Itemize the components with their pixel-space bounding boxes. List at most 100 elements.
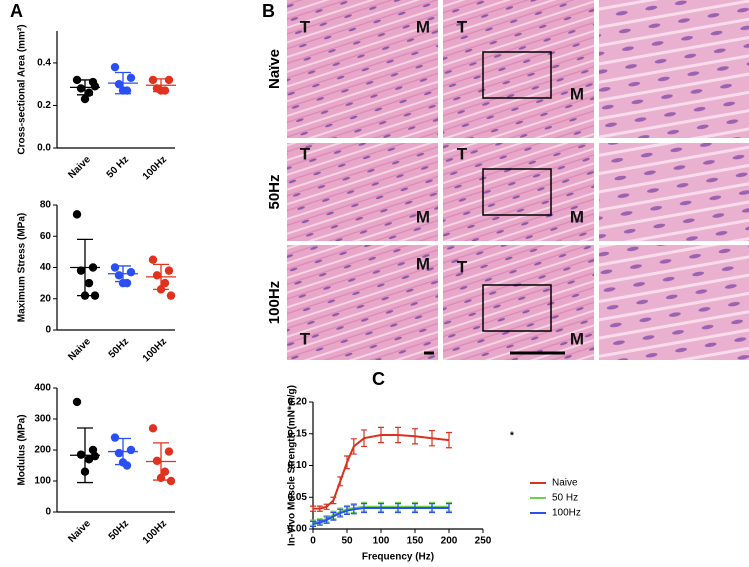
legend-label: 100Hz — [552, 508, 581, 519]
panel-label: B — [262, 1, 275, 21]
y-tick-label: 0.15 — [288, 428, 308, 439]
tissue-marker: T — [457, 257, 468, 276]
error-bar — [378, 426, 384, 444]
tissue-marker: T — [300, 17, 311, 36]
error-bar — [446, 503, 452, 514]
error-bar — [412, 503, 418, 514]
error-bar — [350, 438, 357, 455]
error-bar — [344, 455, 350, 470]
row-label: Naïve — [266, 49, 283, 89]
tissue-marker: M — [416, 254, 430, 273]
error-bar — [395, 426, 401, 444]
data-point — [80, 94, 90, 104]
x-tick-label: 50Hz — [107, 518, 131, 542]
panel-label: A — [10, 1, 23, 21]
x-tick-label: Naive — [66, 336, 93, 363]
y-tick-label: 0 — [45, 325, 51, 336]
x-tick-label: 50Hz — [107, 336, 131, 360]
data-point — [126, 267, 136, 277]
x-tick-label: 200 — [441, 536, 458, 547]
data-point — [76, 450, 86, 459]
error-bar — [330, 511, 337, 521]
data-point — [156, 86, 166, 95]
row-label: 50Hz — [266, 174, 283, 209]
y-axis-label: Cross-sectional Area (mm²) — [17, 24, 28, 154]
error-bar — [337, 476, 344, 487]
error-bar — [429, 503, 435, 514]
data-point — [90, 82, 100, 91]
data-point — [80, 291, 90, 300]
data-point — [76, 84, 86, 93]
data-point — [126, 73, 136, 83]
error-bar — [323, 503, 330, 510]
y-tick-label: 0.4 — [37, 58, 51, 69]
image — [287, 245, 438, 360]
data-point — [110, 433, 120, 442]
legend-label: Naive — [552, 478, 578, 489]
tissue-marker: M — [416, 207, 430, 226]
tissue-marker: T — [457, 144, 468, 163]
tissue-marker: T — [300, 329, 311, 348]
error-bar — [378, 503, 384, 514]
x-tick-label: 50 Hz — [105, 154, 131, 180]
error-bar — [310, 505, 316, 512]
y-tick-label: 0.10 — [288, 460, 308, 471]
error-bar — [316, 505, 323, 512]
y-tick-label: 60 — [40, 231, 52, 242]
data-point — [84, 88, 94, 97]
legend-label: 50 Hz — [552, 493, 578, 504]
data-point — [152, 271, 162, 280]
data-point — [90, 291, 100, 300]
error-bar — [310, 520, 316, 528]
y-axis-label: Maximum Stress (MPa) — [17, 213, 28, 322]
error-bar — [344, 506, 350, 515]
zoom-box — [482, 168, 552, 216]
x-tick-label: 50 — [341, 536, 353, 547]
error-bar — [412, 428, 418, 445]
error-bar — [323, 516, 330, 524]
error-bar — [330, 496, 337, 505]
y-tick-label: 200 — [34, 445, 51, 456]
x-tick-label: 100Hz — [141, 518, 169, 546]
data-point — [114, 79, 124, 89]
y-tick-label: 0.2 — [37, 100, 51, 111]
image — [443, 143, 594, 241]
tissue-marker: M — [570, 84, 584, 103]
error-bar — [350, 504, 357, 515]
data-point — [164, 266, 174, 275]
image — [599, 143, 749, 241]
data-point — [160, 467, 170, 476]
zoom-box — [482, 51, 552, 99]
histology-images — [287, 0, 749, 360]
data-point — [164, 75, 174, 85]
x-tick-label: Naive — [66, 518, 93, 545]
error-bar — [429, 429, 435, 447]
image — [443, 0, 594, 138]
x-tick-label: 100Hz — [141, 154, 169, 182]
x-tick-label: 150 — [407, 536, 424, 547]
error-bar — [446, 431, 452, 449]
image — [443, 245, 594, 360]
image — [287, 143, 438, 241]
x-tick-label: 100Hz — [141, 336, 169, 364]
data-point — [148, 255, 158, 264]
data-point — [76, 266, 86, 275]
error-bar — [395, 503, 401, 514]
tissue-marker: M — [416, 17, 430, 36]
y-tick-label: 0.05 — [288, 492, 308, 503]
y-tick-label: 20 — [40, 293, 52, 304]
data-point — [148, 424, 158, 433]
x-tick-label: 0 — [310, 536, 316, 547]
tissue-marker: T — [300, 144, 311, 163]
data-point — [114, 448, 124, 458]
y-tick-label: 400 — [34, 383, 51, 394]
data-point — [118, 458, 128, 467]
y-tick-label: 0 — [45, 507, 51, 518]
data-point — [90, 452, 100, 461]
data-point — [114, 271, 124, 280]
data-point — [152, 456, 162, 466]
tissue-marker: T — [457, 17, 468, 36]
data-point — [110, 62, 120, 72]
x-tick-label: 100 — [373, 536, 390, 547]
tissue-marker: M — [570, 207, 584, 226]
